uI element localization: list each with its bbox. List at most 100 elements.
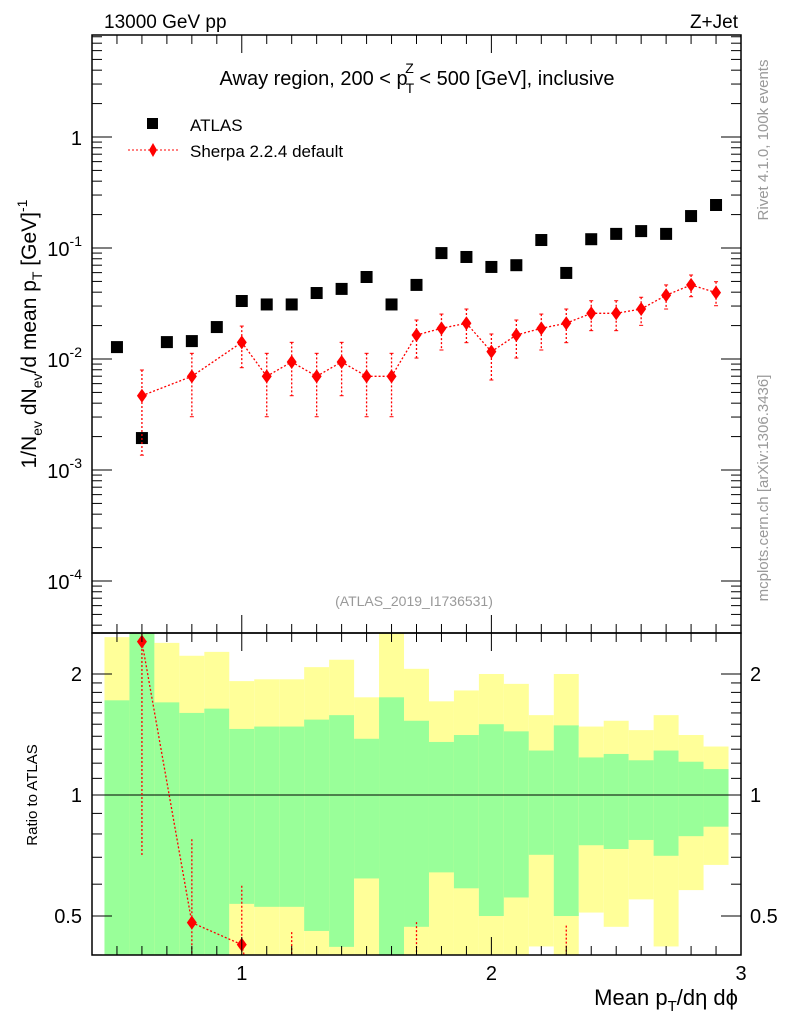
sherpa-data-point (261, 369, 272, 384)
title-sub: T (406, 80, 415, 96)
sherpa-data-point (386, 369, 397, 384)
sherpa-line-segment (690, 284, 717, 294)
sherpa-line-segment (665, 284, 692, 296)
stat-uncertainty-band (578, 757, 604, 846)
sherpa-data-point (511, 328, 522, 343)
stat-uncertainty-band (703, 769, 729, 827)
title-post: < 500 [GeV], inclusive (414, 68, 615, 90)
atlas-data-point (410, 278, 423, 291)
atlas-data-point (585, 233, 598, 246)
sherpa-data-point (311, 369, 322, 384)
atlas-data-point (685, 210, 698, 223)
legend-sherpa-label: Sherpa 2.2.4 default (190, 142, 343, 161)
side-label-rivet: Rivet 4.1.0, 100k events (755, 60, 772, 221)
stat-uncertainty-band (104, 700, 130, 955)
stat-uncertainty-band (354, 738, 380, 879)
atlas-data-point (235, 295, 248, 308)
title-pre: Away region, 200 < p (220, 68, 408, 90)
ratio-panel-frame (91, 632, 742, 956)
sherpa-line-segment (141, 375, 193, 397)
watermark: (ATLAS_2019_I1736531) (335, 593, 493, 609)
atlas-data-point (335, 282, 348, 295)
sherpa-data-point (486, 344, 497, 359)
stat-uncertainty-band (229, 728, 255, 904)
sherpa-ratio-line-segment (191, 922, 243, 946)
atlas-data-point (510, 259, 523, 272)
ratio-y-tick-label-right: 2 (750, 664, 761, 686)
sherpa-data-point (411, 328, 422, 343)
side-label-mcplots: mcplots.cern.ch [arXiv:1306.3436] (755, 375, 772, 602)
atlas-data-point (185, 335, 198, 348)
sherpa-line-segment (241, 341, 268, 377)
ratio-y-tick-label-right: 0.5 (750, 906, 778, 928)
ratio-y-tick-label-left: 2 (71, 664, 82, 686)
main-y-axis-label: 1/Nev dNev/d mean pT [GeV]-1 (14, 199, 45, 468)
atlas-data-point (435, 247, 448, 260)
atlas-data-point (560, 266, 573, 279)
sherpa-data-point (586, 306, 597, 321)
sherpa-ratio-point (186, 915, 197, 930)
atlas-data-point (310, 287, 323, 300)
stat-uncertainty-band (478, 724, 504, 917)
sherpa-data-point (536, 321, 547, 336)
stat-uncertainty-band (603, 753, 629, 849)
atlas-data-point (660, 227, 673, 240)
sherpa-data-point (636, 302, 647, 317)
xlabel-a-sub: T (668, 998, 677, 1015)
atlas-data-point (110, 341, 123, 354)
ylabel-c: /d mean p (18, 280, 41, 373)
sherpa-line-segment (291, 361, 317, 377)
atlas-data-point (385, 298, 398, 311)
stat-uncertainty-band (653, 750, 679, 856)
sherpa-data-point (711, 285, 722, 300)
sherpa-data-point (136, 388, 147, 403)
x-tick-label: 1 (236, 963, 247, 985)
sherpa-data-point (336, 354, 347, 369)
ylabel-d: [GeV] (18, 212, 41, 272)
legend: ATLAS Sherpa 2.2.4 default (128, 116, 343, 161)
atlas-data-point (360, 270, 373, 283)
sherpa-data-point (286, 354, 297, 369)
main-sherpa-series (136, 274, 722, 456)
y-tick-label: 10-3 (47, 455, 82, 483)
atlas-data-point (535, 234, 548, 247)
x-tick-label: 3 (735, 963, 746, 985)
sherpa-line-segment (341, 361, 367, 377)
sherpa-line-segment (640, 294, 667, 310)
sherpa-data-point (561, 316, 572, 331)
header-left: 13000 GeV pp (104, 12, 227, 33)
x-tick-label: 2 (486, 963, 497, 985)
atlas-data-point (635, 225, 648, 238)
ratio-y-tick-label-right: 1 (750, 785, 761, 807)
ylabel-c-sub: T (29, 271, 45, 280)
ratio-y-axis-label: Ratio to ATLAS (24, 744, 41, 845)
sherpa-line-segment (491, 334, 517, 353)
sherpa-data-point (186, 369, 197, 384)
atlas-data-point (160, 336, 173, 349)
atlas-data-point (610, 227, 623, 240)
header-right: Z+Jet (690, 12, 739, 33)
sherpa-line-segment (566, 312, 592, 324)
ylabel-a-sub: ev (29, 421, 45, 436)
sherpa-data-point (436, 321, 447, 336)
sherpa-line-segment (191, 341, 243, 377)
sherpa-data-point (461, 316, 472, 331)
ratio-y-tick-label-left: 0.5 (54, 906, 82, 928)
stat-uncertainty-band (503, 731, 529, 898)
xlabel-b: /dη dϕ (677, 985, 738, 1010)
stat-uncertainty-band (204, 708, 230, 955)
ylabel-d-sup: -1 (14, 199, 30, 212)
sherpa-line-segment (465, 322, 492, 353)
sherpa-data-point (236, 335, 247, 350)
stat-uncertainty-band (404, 720, 429, 927)
stat-uncertainty-band (279, 726, 305, 907)
stat-uncertainty-band (154, 702, 180, 955)
atlas-data-point (210, 321, 223, 334)
stat-uncertainty-band (553, 725, 579, 917)
legend-atlas-label: ATLAS (190, 116, 243, 135)
ratio-y-tick-label-left: 1 (71, 785, 82, 807)
sherpa-line-segment (316, 361, 342, 377)
ratio-bands (104, 633, 729, 955)
xlabel-a: Mean p (594, 985, 667, 1010)
